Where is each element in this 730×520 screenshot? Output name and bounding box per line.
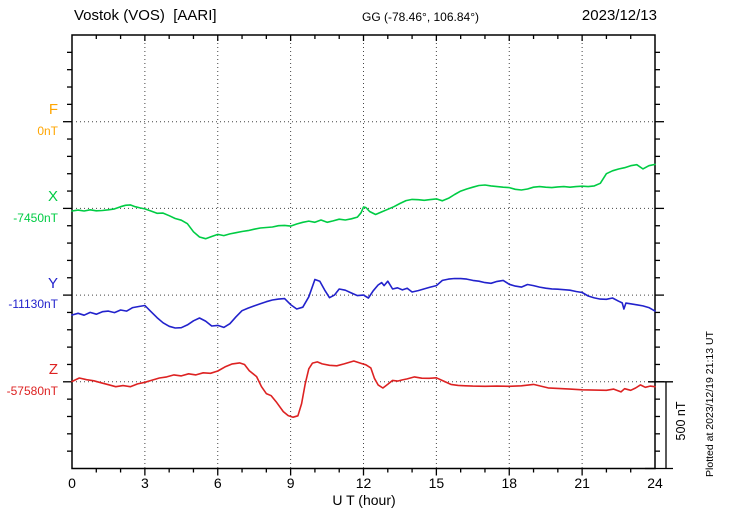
x-tick-label: 21 bbox=[574, 475, 590, 491]
channel-label-f: F bbox=[48, 101, 58, 118]
channel-baseline-f: 0nT bbox=[37, 124, 58, 138]
plot-date: 2023/12/13 bbox=[581, 7, 657, 24]
x-tick-label: 6 bbox=[213, 475, 222, 491]
channel-baseline-x: -7450nT bbox=[13, 211, 58, 225]
x-tick-label: 9 bbox=[286, 475, 295, 491]
channel-baseline-y: -11130nT bbox=[8, 297, 58, 311]
trace-y bbox=[71, 277, 656, 329]
station-title: Vostok (VOS) [AARI] bbox=[74, 7, 217, 24]
channel-label-x: X bbox=[47, 188, 58, 205]
trace-z bbox=[71, 360, 656, 419]
channel-baseline-z: -57580nT bbox=[6, 384, 58, 398]
x-tick-label: 24 bbox=[647, 475, 663, 491]
channel-label-z: Z bbox=[48, 361, 58, 378]
x-tick-label: 18 bbox=[501, 475, 518, 491]
x-tick-label: 12 bbox=[355, 475, 372, 491]
channel-label-y: Y bbox=[47, 275, 58, 292]
x-tick-label: 0 bbox=[68, 475, 76, 491]
x-tick-label: 15 bbox=[428, 475, 445, 491]
geographic-coordinates: GG (-78.46°, 106.84°) bbox=[362, 10, 479, 24]
trace-x bbox=[71, 163, 656, 240]
x-axis-label: U T (hour) bbox=[332, 492, 396, 508]
x-tick-label: 3 bbox=[140, 475, 149, 491]
